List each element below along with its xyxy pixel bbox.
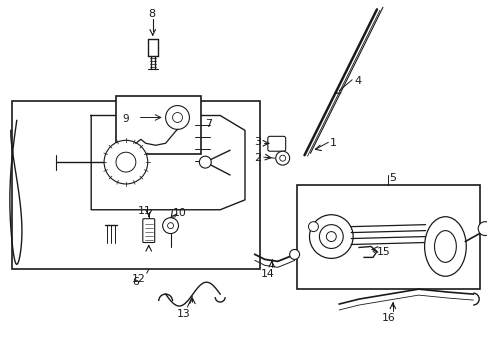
Text: 10: 10 [172, 208, 186, 218]
Text: 2: 2 [253, 153, 261, 163]
Text: 5: 5 [388, 173, 396, 183]
Circle shape [289, 249, 299, 260]
Ellipse shape [424, 217, 466, 276]
Circle shape [116, 152, 136, 172]
Text: 9: 9 [122, 113, 128, 123]
Circle shape [309, 215, 352, 258]
Ellipse shape [434, 231, 455, 262]
Circle shape [172, 113, 182, 122]
Text: 15: 15 [376, 247, 390, 257]
Text: 6: 6 [132, 277, 139, 287]
Circle shape [325, 231, 336, 242]
Circle shape [104, 140, 147, 184]
Circle shape [167, 223, 173, 229]
Text: 11: 11 [138, 206, 151, 216]
Text: 16: 16 [381, 313, 395, 323]
Circle shape [308, 222, 318, 231]
Circle shape [165, 105, 189, 129]
Text: 14: 14 [261, 269, 274, 279]
FancyBboxPatch shape [142, 219, 154, 243]
Circle shape [199, 156, 211, 168]
Text: 7: 7 [205, 120, 212, 130]
Text: 13: 13 [176, 309, 190, 319]
Circle shape [319, 225, 343, 248]
Circle shape [275, 151, 289, 165]
Text: 4: 4 [353, 76, 361, 86]
Circle shape [279, 155, 285, 161]
Circle shape [163, 218, 178, 234]
Bar [296, 185, 479, 289]
Text: 1: 1 [328, 138, 336, 148]
Bar [116, 96, 201, 154]
Text: 12: 12 [132, 274, 145, 284]
FancyBboxPatch shape [267, 136, 285, 151]
Circle shape [477, 222, 488, 235]
Text: 3: 3 [253, 137, 261, 147]
Text: 8: 8 [148, 9, 156, 19]
Bar [12, 100, 259, 269]
